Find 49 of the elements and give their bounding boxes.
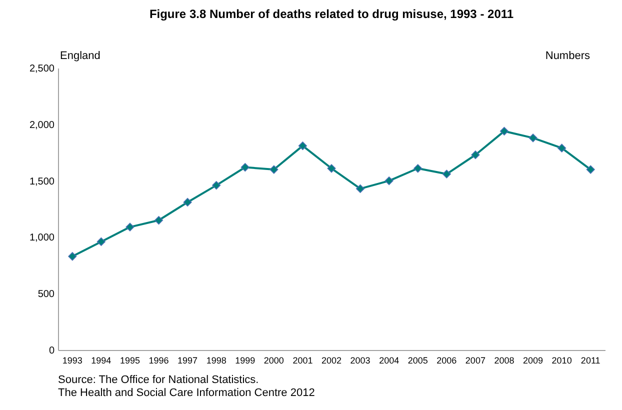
point [270,165,278,174]
x-tick-label: 1994 [91,356,112,366]
y-tick-label: 2,000 [29,120,55,131]
point [154,216,164,225]
point [240,162,250,172]
point [414,164,422,173]
x-tick-label: 2011 [580,356,600,366]
x-tick-label: 2001 [292,356,313,366]
point [126,222,134,232]
x-tick-label: 2009 [523,356,544,366]
point [327,164,336,173]
text: Numbers [545,50,590,62]
x-tick-label: 2002 [321,356,342,366]
point [384,176,394,186]
point [68,252,77,261]
point [356,184,365,193]
x-tick-label: 2000 [264,356,284,366]
x-tick-label: 2010 [552,356,572,366]
point [500,126,509,136]
point [212,181,221,190]
y-tick-label: 0 [48,346,55,356]
point [586,165,595,174]
x-tick-label: 1993 [62,356,82,366]
y-tick-label: 2,500 [29,64,55,74]
x-tick-label: 1999 [235,356,256,366]
text: The Health and Social Care Information Centre 2012 [58,387,315,399]
y-tick-label: 1,500 [29,176,55,188]
x-tick-label: 2003 [350,356,370,366]
chart-title: Figure 3.8 Number of deaths related to drug misuse, 1993 - 2011 [149,7,514,21]
point [558,144,566,152]
x-tick-label: 1998 [206,356,226,366]
point [96,237,106,246]
x-tick-label: 2004 [379,356,400,366]
x-tick-label: 2007 [465,356,486,366]
x-tick-label: 2008 [494,356,514,366]
point [298,142,307,150]
y-tick-label: 1,000 [29,232,55,244]
point [471,150,480,160]
x-tick-label: 1995 [120,356,140,366]
point [183,198,192,207]
x-tick-label: 1997 [178,356,198,366]
point [442,170,451,178]
text: England [60,50,100,62]
point [528,134,538,142]
x-tick-label: 2006 [436,356,457,366]
y-tick-label: 500 [38,289,55,300]
x-tick-label: 1996 [148,356,169,366]
source-note: Source: The Office for National Statistics. [58,374,259,386]
x-tick-label: 2005 [408,356,428,366]
